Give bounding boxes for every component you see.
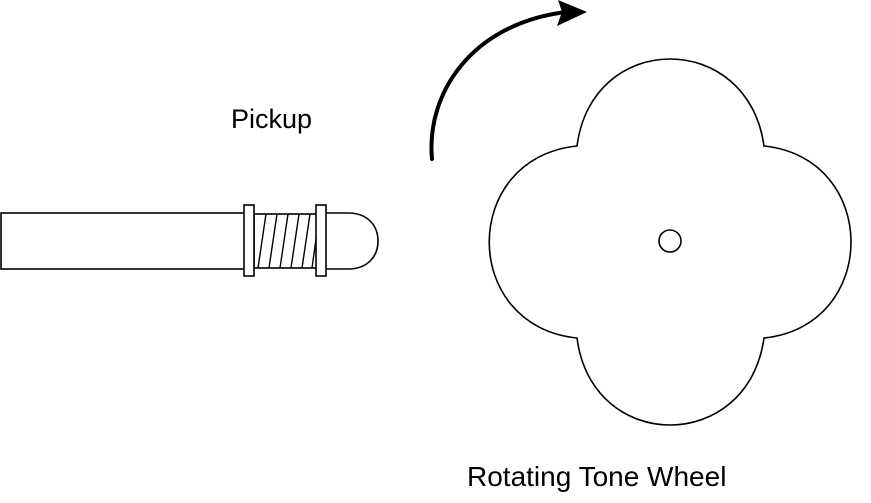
tone-wheel bbox=[488, 58, 852, 426]
pickup-label: Pickup bbox=[231, 104, 313, 134]
rotation-arc bbox=[429, 10, 568, 161]
coil-flange-right bbox=[315, 204, 327, 277]
pickup-body bbox=[0, 212, 252, 270]
tone-wheel-label: Rotating Tone Wheel bbox=[467, 461, 727, 492]
coil-flange-left bbox=[243, 204, 255, 277]
rotation-arrowhead bbox=[557, 0, 587, 26]
coil-winding bbox=[253, 213, 318, 269]
pickup-pole-tip bbox=[323, 212, 379, 270]
curved-arrow-icon bbox=[429, 0, 587, 161]
coil-wire-lines bbox=[257, 213, 318, 269]
pickup-assembly bbox=[0, 204, 379, 277]
wheel-axle-hole bbox=[658, 229, 682, 253]
